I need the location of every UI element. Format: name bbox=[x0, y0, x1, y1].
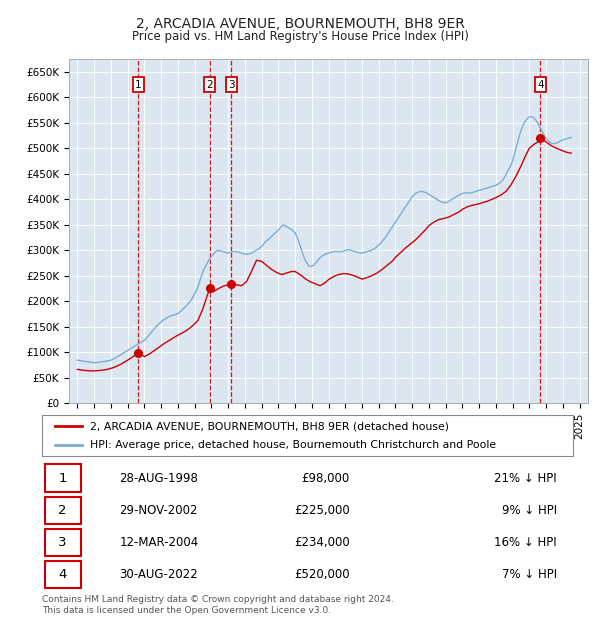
Text: £234,000: £234,000 bbox=[294, 536, 350, 549]
Text: 2: 2 bbox=[58, 504, 67, 516]
Text: 7% ↓ HPI: 7% ↓ HPI bbox=[502, 569, 557, 581]
Text: 2, ARCADIA AVENUE, BOURNEMOUTH, BH8 9ER: 2, ARCADIA AVENUE, BOURNEMOUTH, BH8 9ER bbox=[136, 17, 464, 32]
Text: 3: 3 bbox=[228, 80, 235, 90]
FancyBboxPatch shape bbox=[44, 561, 81, 588]
Text: £520,000: £520,000 bbox=[295, 569, 350, 581]
Text: 16% ↓ HPI: 16% ↓ HPI bbox=[494, 536, 557, 549]
Text: HPI: Average price, detached house, Bournemouth Christchurch and Poole: HPI: Average price, detached house, Bour… bbox=[90, 440, 496, 450]
Text: Price paid vs. HM Land Registry's House Price Index (HPI): Price paid vs. HM Land Registry's House … bbox=[131, 30, 469, 43]
Text: 30-AUG-2022: 30-AUG-2022 bbox=[119, 569, 198, 581]
Text: 29-NOV-2002: 29-NOV-2002 bbox=[119, 504, 198, 516]
Text: 21% ↓ HPI: 21% ↓ HPI bbox=[494, 472, 557, 484]
Text: 2, ARCADIA AVENUE, BOURNEMOUTH, BH8 9ER (detached house): 2, ARCADIA AVENUE, BOURNEMOUTH, BH8 9ER … bbox=[90, 421, 449, 432]
Text: 1: 1 bbox=[58, 472, 67, 484]
Text: 12-MAR-2004: 12-MAR-2004 bbox=[119, 536, 199, 549]
Text: 1: 1 bbox=[135, 80, 142, 90]
Text: 4: 4 bbox=[59, 569, 67, 581]
Text: £98,000: £98,000 bbox=[302, 472, 350, 484]
Text: 9% ↓ HPI: 9% ↓ HPI bbox=[502, 504, 557, 516]
Text: 2: 2 bbox=[206, 80, 213, 90]
Text: £225,000: £225,000 bbox=[294, 504, 350, 516]
FancyBboxPatch shape bbox=[44, 497, 81, 524]
FancyBboxPatch shape bbox=[44, 464, 81, 492]
Text: 4: 4 bbox=[537, 80, 544, 90]
Text: Contains HM Land Registry data © Crown copyright and database right 2024.
This d: Contains HM Land Registry data © Crown c… bbox=[42, 595, 394, 614]
Text: 28-AUG-1998: 28-AUG-1998 bbox=[119, 472, 198, 484]
Text: 3: 3 bbox=[58, 536, 67, 549]
FancyBboxPatch shape bbox=[44, 529, 81, 556]
